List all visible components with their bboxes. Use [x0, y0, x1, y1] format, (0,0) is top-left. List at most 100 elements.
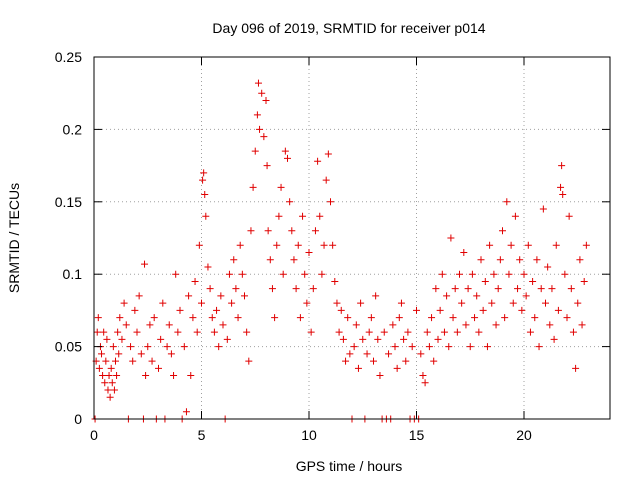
data-point — [471, 314, 479, 322]
data-point — [389, 321, 397, 329]
data-point — [176, 306, 184, 314]
data-point — [425, 343, 433, 351]
data-point — [228, 299, 236, 307]
data-point — [307, 328, 315, 336]
data-point — [569, 328, 577, 336]
data-point — [567, 285, 575, 293]
data-point — [419, 372, 427, 380]
data-point — [189, 314, 197, 322]
data-point — [376, 372, 384, 380]
data-point — [266, 256, 274, 264]
data-point — [479, 306, 487, 314]
data-point — [561, 270, 569, 278]
data-point — [440, 328, 448, 336]
data-point — [494, 285, 502, 293]
data-point — [404, 328, 412, 336]
data-point — [219, 321, 227, 329]
data-point — [286, 198, 294, 206]
data-point — [100, 328, 108, 336]
data-point — [103, 335, 111, 343]
data-point — [157, 335, 165, 343]
data-point — [301, 270, 309, 278]
data-point — [563, 314, 571, 322]
data-point — [339, 335, 347, 343]
data-point — [483, 343, 491, 351]
data-point — [475, 328, 483, 336]
data-point — [580, 277, 588, 285]
data-point — [331, 277, 339, 285]
data-point — [430, 357, 438, 365]
data-point — [574, 299, 582, 307]
data-point — [535, 343, 543, 351]
data-point — [572, 364, 580, 372]
data-point — [104, 386, 112, 394]
data-point — [458, 299, 466, 307]
y-tick-label: 0.1 — [63, 266, 83, 282]
data-point — [112, 357, 119, 365]
data-point — [327, 198, 334, 206]
data-point — [428, 314, 436, 322]
data-point — [133, 328, 141, 336]
data-point — [146, 321, 154, 329]
data-point — [578, 321, 586, 329]
data-point — [359, 335, 367, 343]
data-point — [464, 285, 472, 293]
data-points — [91, 79, 590, 423]
data-point — [374, 335, 382, 343]
data-point — [277, 183, 285, 191]
data-point — [292, 285, 300, 293]
data-point — [505, 270, 513, 278]
data-point — [395, 314, 403, 322]
data-point — [191, 277, 199, 285]
data-point — [131, 306, 139, 314]
data-point — [462, 321, 470, 329]
data-point — [238, 270, 246, 278]
y-tick-label: 0.2 — [63, 121, 83, 137]
y-axis-label: SRMTID / TECUs — [6, 183, 22, 293]
data-point — [314, 157, 322, 165]
data-point — [110, 386, 118, 394]
data-point — [288, 227, 296, 235]
data-point — [557, 183, 565, 191]
data-point — [318, 270, 326, 278]
data-point — [198, 299, 205, 307]
data-point — [204, 263, 212, 271]
data-point — [514, 285, 522, 293]
data-point — [522, 292, 530, 300]
data-point — [262, 96, 270, 104]
data-point — [408, 343, 416, 351]
data-point — [449, 314, 457, 322]
data-point — [217, 292, 225, 300]
data-point — [490, 270, 498, 278]
data-point — [122, 321, 130, 329]
chart-title: Day 096 of 2019, SRMTID for receiver p01… — [212, 20, 485, 36]
data-point — [137, 350, 145, 358]
data-point — [413, 306, 420, 314]
data-point — [223, 335, 231, 343]
data-point — [354, 364, 362, 372]
data-point — [496, 256, 504, 264]
data-point — [113, 372, 121, 380]
data-point — [108, 379, 116, 387]
data-point — [582, 241, 590, 249]
data-point — [159, 299, 167, 307]
data-point — [253, 111, 261, 119]
data-point — [352, 321, 360, 329]
data-point — [333, 299, 341, 307]
data-point — [303, 299, 311, 307]
data-point — [477, 256, 485, 264]
y-tick-label: 0.15 — [55, 194, 82, 210]
data-point — [260, 133, 268, 141]
x-tick-label: 0 — [90, 427, 98, 443]
data-point — [200, 169, 208, 177]
data-point — [279, 270, 287, 278]
data-point — [120, 299, 128, 307]
data-point — [337, 306, 345, 314]
y-axis-ticks: 0 0.05 0.1 0.15 0.2 0.25 — [55, 49, 610, 427]
data-point — [400, 335, 408, 343]
data-point — [99, 372, 107, 380]
data-point — [537, 285, 545, 293]
data-point — [114, 328, 122, 336]
data-point — [385, 350, 393, 358]
